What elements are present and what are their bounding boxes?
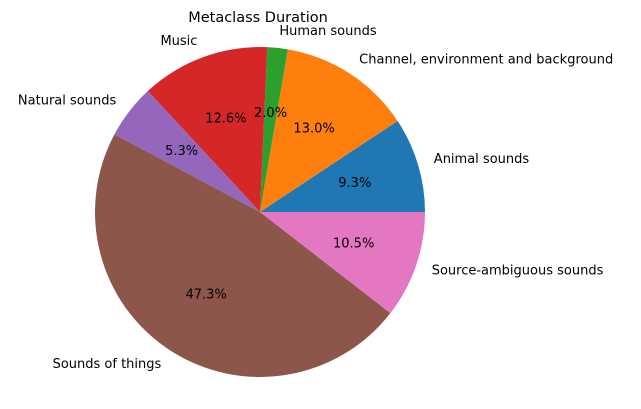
pie-slice-animal-sounds — [260, 120, 425, 212]
pie-slice-sounds-of-things — [95, 134, 391, 377]
pie-slice-music — [147, 46, 268, 212]
slice-percentage-channel-environment-and-background: 13.0% — [293, 122, 334, 137]
slice-label-human-sounds: Human sounds — [279, 24, 376, 39]
slice-labels: Animal sounds Channel, environment and ba… — [18, 24, 613, 372]
percentage-labels: 9.3% 13.0% 2.0% 12.6% 5.3% 47.3% 10.5% — [165, 106, 374, 303]
pie-slice-source-ambiguous-sounds — [260, 212, 425, 314]
slice-percentage-music: 12.6% — [205, 112, 246, 127]
pie-slices — [95, 46, 425, 377]
slice-percentage-natural-sounds: 5.3% — [165, 144, 198, 159]
slice-percentage-source-ambiguous-sounds: 10.5% — [333, 237, 374, 252]
chart-title: Metaclass Duration — [188, 10, 328, 26]
slice-label-animal-sounds: Animal sounds — [434, 152, 530, 167]
slice-percentage-animal-sounds: 9.3% — [338, 176, 371, 191]
slice-percentage-sounds-of-things: 47.3% — [186, 288, 227, 303]
pie-slice-channel-environment-and-background — [260, 49, 398, 213]
slice-label-sounds-of-things: Sounds of things — [53, 357, 162, 372]
slice-label-source-ambiguous-sounds: Source-ambiguous sounds — [432, 263, 604, 278]
slice-label-channel-environment-and-background: Channel, environment and background — [359, 52, 613, 67]
slice-percentage-human-sounds: 2.0% — [254, 106, 287, 121]
slice-label-music: Music — [160, 34, 197, 49]
pie-slice-natural-sounds — [114, 91, 260, 212]
slice-label-natural-sounds: Natural sounds — [18, 94, 117, 109]
pie-slice-human-sounds — [260, 47, 288, 213]
